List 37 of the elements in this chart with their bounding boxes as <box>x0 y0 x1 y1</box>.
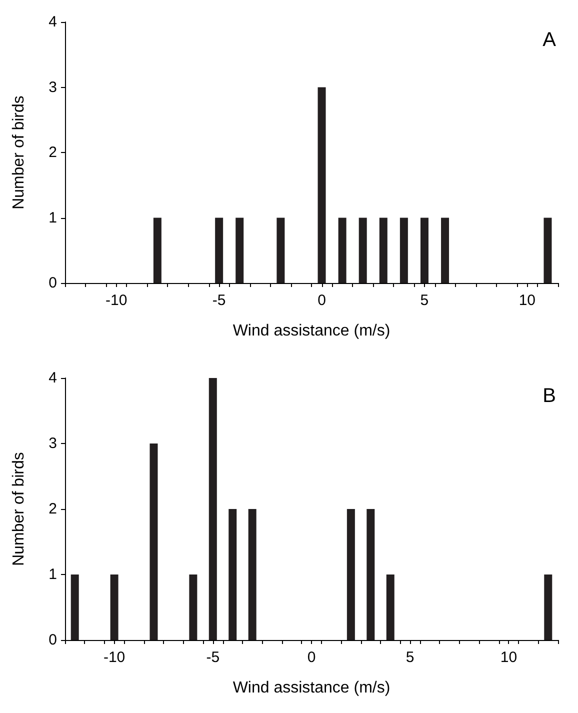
y-tick-label: 1 <box>48 209 57 226</box>
x-tick-label: 5 <box>420 292 429 309</box>
y-tick-label: 0 <box>48 632 57 648</box>
bar <box>189 574 198 640</box>
x-tick-label: 0 <box>318 292 326 309</box>
bar <box>208 378 217 640</box>
y-tick-label: 1 <box>48 566 57 583</box>
y-tick-label: 3 <box>48 435 57 452</box>
bar <box>150 444 158 640</box>
annotation: A <box>542 29 557 51</box>
y-tick-label: 4 <box>48 14 57 30</box>
bar <box>366 509 375 640</box>
bar <box>346 509 355 640</box>
x-tick-label: 0 <box>307 649 316 666</box>
y-tick-label: 0 <box>48 274 57 292</box>
bar <box>70 574 79 640</box>
x-tick-label: -5 <box>206 649 220 666</box>
y-tick-label: 2 <box>48 500 57 518</box>
x-tick-label: -5 <box>212 292 226 309</box>
x-tick-label: 10 <box>500 649 518 666</box>
annotation: B <box>542 385 556 407</box>
x-tick-label: 10 <box>518 292 536 309</box>
bar <box>228 509 237 640</box>
bar <box>386 574 394 640</box>
x-axis-title: Wind assistance (m/s) <box>232 322 390 340</box>
y-tick-label: 2 <box>48 144 57 161</box>
bar <box>544 574 552 640</box>
x-tick-label: -10 <box>106 292 128 309</box>
x-tick-label: -10 <box>103 649 126 666</box>
y-axis-title: Number of birds <box>10 452 28 566</box>
y-axis-title: Number of birds <box>10 96 28 210</box>
x-tick-label: 5 <box>406 649 414 666</box>
y-tick-label: 3 <box>48 78 57 96</box>
x-axis-title: Wind assistance (m/s) <box>232 680 390 696</box>
bar <box>110 574 118 640</box>
y-tick-label: 4 <box>48 370 57 386</box>
bar <box>248 509 256 640</box>
